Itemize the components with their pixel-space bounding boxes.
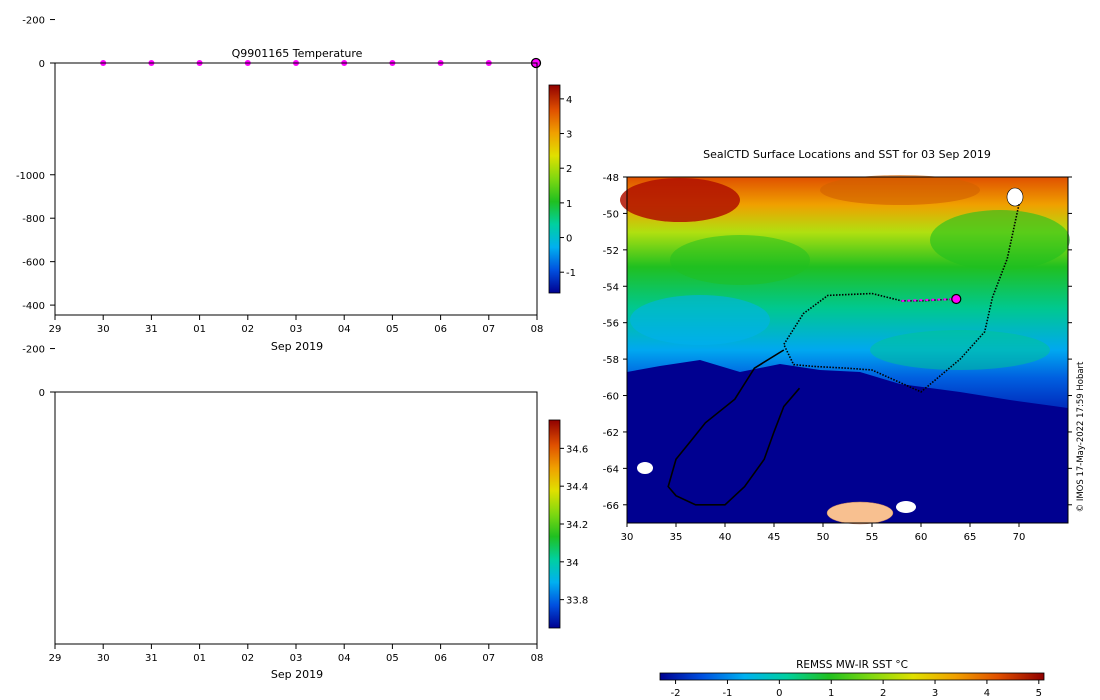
y-tick-label: -800 bbox=[22, 214, 45, 225]
lat-tick-label: -64 bbox=[603, 464, 619, 475]
sst-colorbar-tick-label: 3 bbox=[932, 688, 938, 699]
x-tick-label: 02 bbox=[241, 324, 254, 335]
colorbar-tick-label: 34.6 bbox=[566, 444, 588, 455]
x-tick-label: 05 bbox=[386, 653, 399, 664]
y-tick-label: -200 bbox=[22, 345, 45, 356]
lat-tick-label: -48 bbox=[603, 173, 619, 184]
lon-tick-label: 60 bbox=[915, 532, 928, 543]
x-tick-label: 07 bbox=[482, 653, 495, 664]
colorbar-tick-label: -1 bbox=[566, 268, 576, 279]
temperature-y-axis: 0-200-400-600-800-1000 bbox=[22, 16, 55, 70]
x-tick-label: 31 bbox=[145, 653, 158, 664]
sst-colorbar-tick-label: 0 bbox=[776, 688, 782, 699]
map-axes-frame bbox=[626, 176, 1069, 524]
map-latitude-axis: -48 -50 -52 -54 -56 -58 -60 -62 -64 -66 bbox=[603, 173, 1072, 512]
sst-colorbar-ticks: -2 -1 0 1 2 3 4 5 bbox=[671, 680, 1042, 699]
colorbar-tick-label: 0 bbox=[566, 234, 572, 245]
lon-tick-label: 65 bbox=[964, 532, 977, 543]
x-tick-label: 02 bbox=[241, 653, 254, 664]
x-tick-label: 30 bbox=[97, 324, 110, 335]
map-title: SealCTD Surface Locations and SST for 03… bbox=[703, 148, 991, 161]
lon-tick-label: 70 bbox=[1013, 532, 1026, 543]
y-tick-label: -600 bbox=[22, 258, 45, 269]
x-tick-label: 04 bbox=[338, 324, 351, 335]
salinity-x-axis: 29 30 31 01 02 03 04 05 06 07 08 bbox=[49, 644, 544, 664]
x-tick-label: 31 bbox=[145, 324, 158, 335]
colorbar-tick-label: 34.4 bbox=[566, 482, 588, 493]
colorbar-tick-label: 34.2 bbox=[566, 520, 588, 531]
seal-track-loop bbox=[667, 349, 801, 506]
x-tick-label: 06 bbox=[434, 653, 447, 664]
temperature-title: Q9901165 Temperature bbox=[232, 47, 363, 60]
temperature-axes-frame bbox=[54, 62, 538, 316]
salinity-xlabel: Sep 2019 bbox=[271, 668, 323, 681]
map-longitude-axis: 30 35 40 45 50 55 60 65 70 bbox=[621, 523, 1026, 543]
lon-tick-label: 35 bbox=[670, 532, 683, 543]
lon-tick-label: 45 bbox=[768, 532, 781, 543]
x-tick-label: 01 bbox=[193, 324, 206, 335]
lon-tick-label: 50 bbox=[817, 532, 830, 543]
lat-tick-label: -66 bbox=[603, 501, 619, 512]
lat-tick-label: -60 bbox=[603, 392, 619, 403]
sst-colorbar-tick-label: -1 bbox=[722, 688, 732, 699]
colorbar-tick-label: 33.8 bbox=[566, 596, 588, 607]
temperature-section-panel: Q9901165 Temperature 0 -200 -400 -600 -800 -1… bbox=[22, 16, 576, 353]
x-tick-label: 04 bbox=[338, 653, 351, 664]
colorbar-tick-label: 2 bbox=[566, 164, 572, 175]
x-tick-label: 29 bbox=[49, 324, 62, 335]
colorbar-tick-label: 4 bbox=[566, 95, 572, 106]
temperature-colorbar bbox=[548, 84, 561, 294]
salinity-y-axis: 0 -200 -400 -600 -800 -1000 bbox=[16, 171, 55, 399]
y-tick-label: -400 bbox=[22, 301, 45, 312]
sst-colorbar-label: REMSS MW-IR SST °C bbox=[796, 659, 908, 671]
lat-tick-label: -56 bbox=[603, 319, 619, 330]
seal-track bbox=[782, 204, 1020, 393]
y-tick-label: -200 bbox=[22, 16, 45, 27]
y-tick-label: -1000 bbox=[16, 171, 45, 182]
temperature-colorbar-ticks: 4 3 2 1 0 -1 bbox=[560, 95, 576, 279]
x-tick-label: 08 bbox=[531, 324, 544, 335]
salinity-axes-frame bbox=[54, 391, 538, 645]
x-tick-label: 06 bbox=[434, 324, 447, 335]
x-tick-label: 03 bbox=[290, 653, 303, 664]
lon-tick-label: 40 bbox=[719, 532, 732, 543]
x-tick-label: 08 bbox=[531, 653, 544, 664]
colorbar-tick-label: 1 bbox=[566, 199, 572, 210]
credit-text: © IMOS 17-May-2022 17:59 Hobart bbox=[1076, 361, 1086, 512]
salinity-colorbar-ticks: 34.6 34.4 34.2 34 33.8 bbox=[560, 444, 588, 607]
sst-field bbox=[620, 175, 1070, 525]
lon-tick-label: 55 bbox=[866, 532, 879, 543]
sst-colorbar-tick-label: 5 bbox=[1036, 688, 1042, 699]
last-position-marker bbox=[951, 293, 962, 305]
sst-colorbar-tick-label: 2 bbox=[880, 688, 886, 699]
x-tick-label: 07 bbox=[482, 324, 495, 335]
lat-tick-label: -58 bbox=[603, 355, 619, 366]
x-tick-label: 05 bbox=[386, 324, 399, 335]
x-tick-label: 30 bbox=[97, 653, 110, 664]
temperature-xlabel: Sep 2019 bbox=[271, 340, 323, 353]
temperature-x-axis: 29 30 31 01 02 03 04 05 06 07 08 bbox=[49, 315, 544, 335]
lon-tick-label: 30 bbox=[621, 532, 634, 543]
x-tick-label: 01 bbox=[193, 653, 206, 664]
sst-colorbar bbox=[659, 672, 1045, 681]
sst-colorbar-tick-label: -2 bbox=[671, 688, 681, 699]
sst-colorbar-tick-label: 1 bbox=[828, 688, 834, 699]
y-tick-label: 0 bbox=[39, 388, 45, 399]
sst-map-panel: SealCTD Surface Locations and SST for 03… bbox=[603, 148, 1086, 699]
x-tick-label: 03 bbox=[290, 324, 303, 335]
lat-tick-label: -52 bbox=[603, 246, 619, 257]
lat-tick-label: -54 bbox=[603, 282, 619, 293]
lat-tick-label: -62 bbox=[603, 428, 619, 439]
sst-colorbar-tick-label: 4 bbox=[984, 688, 990, 699]
salinity-colorbar bbox=[548, 419, 561, 629]
colorbar-tick-label: 3 bbox=[566, 130, 572, 141]
x-tick-label: 29 bbox=[49, 653, 62, 664]
y-tick-label: 0 bbox=[39, 59, 45, 70]
salinity-section-panel: 0-200-400-600-800-1000 29 30 31 01 02 03 04 05 0… bbox=[16, 171, 588, 681]
colorbar-tick-label: 34 bbox=[566, 558, 579, 569]
lat-tick-label: -50 bbox=[603, 209, 619, 220]
